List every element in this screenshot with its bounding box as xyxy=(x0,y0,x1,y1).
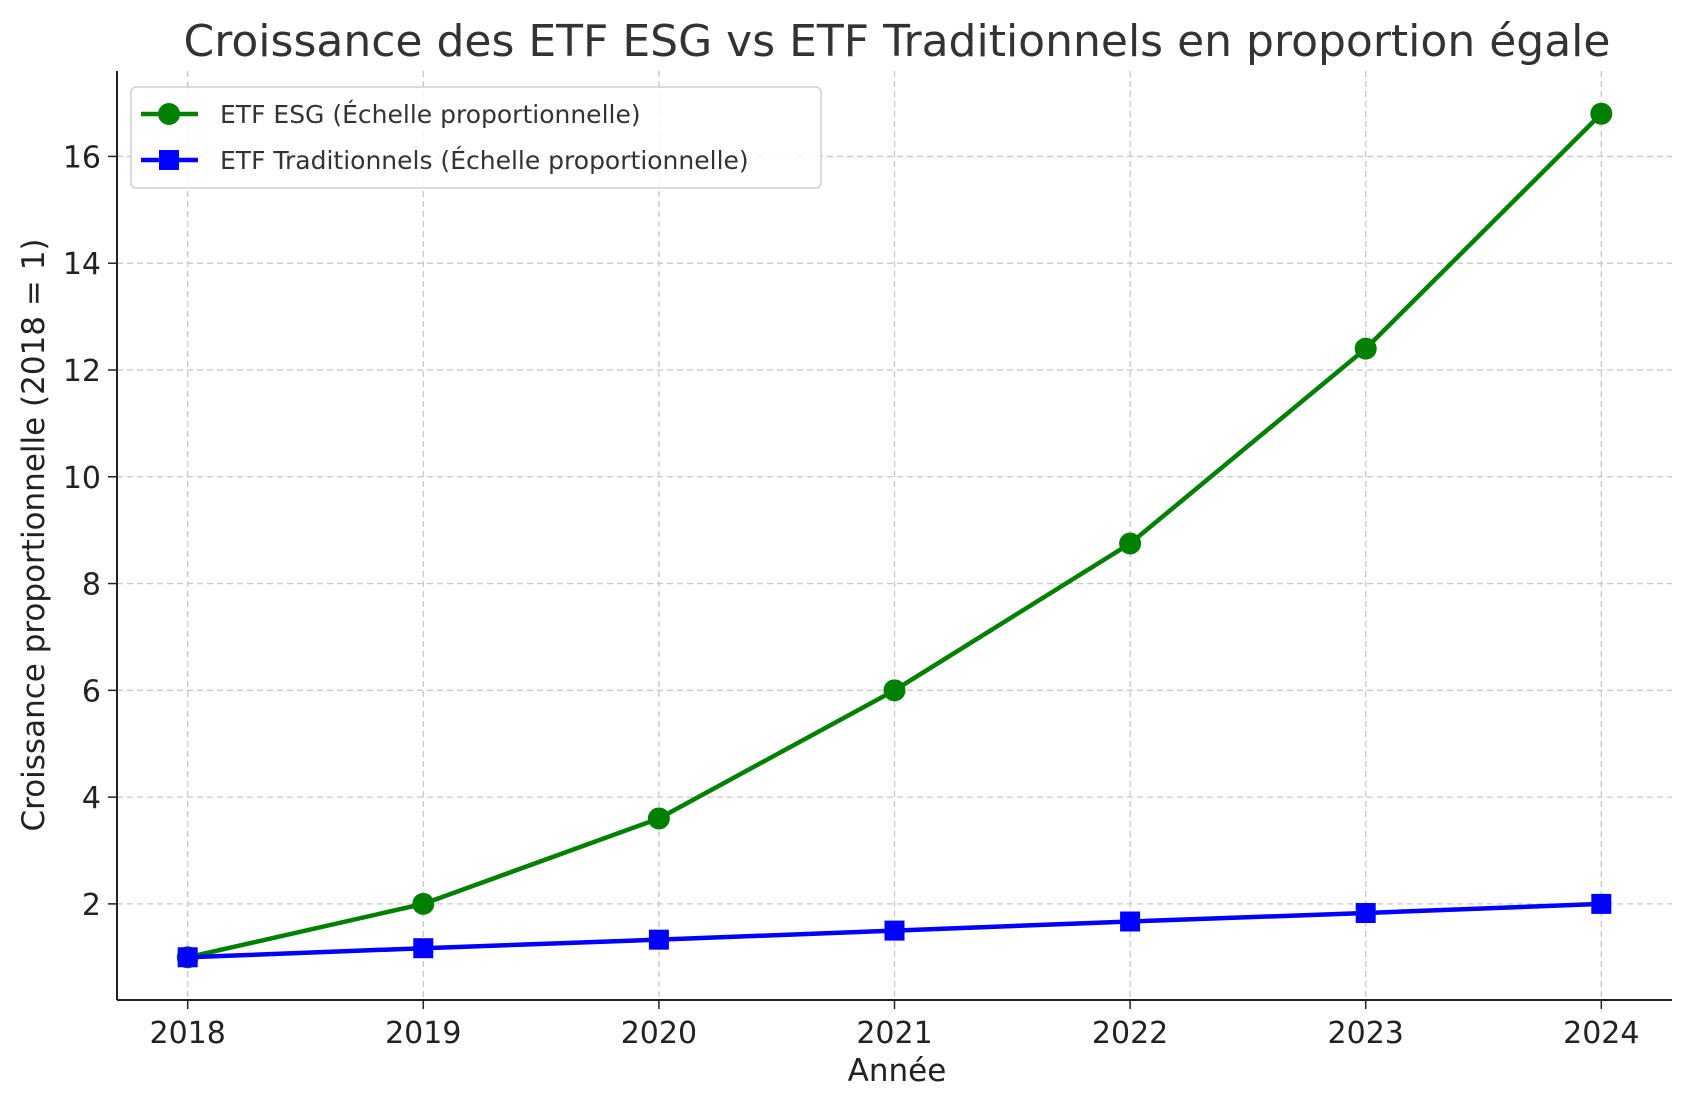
tick-labels: 2018 2019 2020 2021 2022 2023 2024 2 4 6 8 10 12 14 16 xyxy=(63,140,1640,1051)
legend-label-0: ETF ESG (Échelle proportionnelle) xyxy=(220,100,641,129)
series-0-point-1 xyxy=(412,892,435,915)
legend-entry-0: ETF ESG (Échelle proportionnelle) xyxy=(141,100,641,129)
series-1-point-4 xyxy=(1120,911,1141,932)
x-tick-label-4: 2022 xyxy=(1092,1016,1168,1051)
series-1-point-6 xyxy=(1591,893,1612,914)
axes xyxy=(108,71,1672,1009)
y-tick-label-5: 12 xyxy=(63,354,101,389)
series-0-point-5 xyxy=(1354,337,1377,360)
y-tick-label-1: 4 xyxy=(82,781,101,816)
legend-box xyxy=(130,86,822,189)
series-1 xyxy=(177,893,1612,968)
grid xyxy=(117,71,1672,1000)
x-tick-label-1: 2019 xyxy=(385,1016,461,1051)
series-1-point-1 xyxy=(413,938,434,959)
x-tick-label-6: 2024 xyxy=(1563,1016,1639,1051)
series-0-point-6 xyxy=(1590,102,1613,125)
y-tick-label-3: 8 xyxy=(82,568,101,603)
y-tick-label-7: 16 xyxy=(63,140,101,175)
series-0-point-4 xyxy=(1119,532,1142,555)
y-tick-label-0: 2 xyxy=(82,888,101,923)
x-tick-label-3: 2021 xyxy=(856,1016,932,1051)
legend-entry-1: ETF Traditionnels (Échelle proportionnel… xyxy=(141,146,749,175)
series-1-point-2 xyxy=(648,929,669,950)
series-1-point-0 xyxy=(177,947,198,968)
x-tick-label-0: 2018 xyxy=(150,1016,226,1051)
series-1-point-3 xyxy=(884,920,905,941)
series-1-point-5 xyxy=(1355,902,1376,923)
legend-swatch-marker-1 xyxy=(159,150,179,170)
x-tick-label-5: 2023 xyxy=(1328,1016,1404,1051)
series-0-point-2 xyxy=(647,807,670,830)
series-lines xyxy=(176,102,1613,969)
legend-swatch-marker-0 xyxy=(158,103,180,125)
chart-title: Croissance des ETF ESG vs ETF Traditionn… xyxy=(184,16,1611,67)
x-axis-label: Année xyxy=(848,1053,947,1089)
legend: ETF ESG (Échelle proportionnelle) ETF Tra… xyxy=(130,86,822,189)
series-0-point-3 xyxy=(883,679,906,702)
legend-label-1: ETF Traditionnels (Échelle proportionnel… xyxy=(220,146,749,175)
y-tick-label-4: 10 xyxy=(63,461,101,496)
y-axis-label: Croissance proportionnelle (2018 = 1) xyxy=(16,238,52,831)
y-tick-label-2: 6 xyxy=(82,674,101,709)
x-tick-label-2: 2020 xyxy=(621,1016,697,1051)
y-tick-label-6: 14 xyxy=(63,247,101,282)
